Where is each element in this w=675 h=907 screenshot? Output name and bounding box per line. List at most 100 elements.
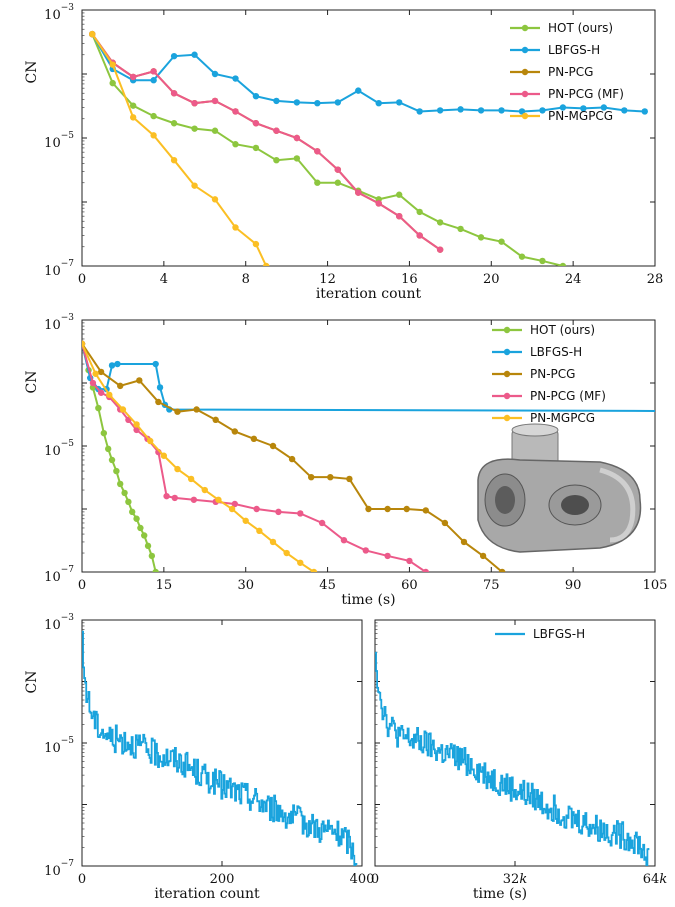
data-point-pn-mgpcg	[297, 559, 304, 566]
data-point-pn-mgpcg	[228, 505, 236, 513]
data-point-pn-pcg	[193, 406, 200, 413]
data-point-hot-ours	[100, 429, 108, 437]
data-point-pn-pcg	[231, 428, 238, 435]
data-point-hot-ours	[125, 498, 132, 506]
data-point-lbfgs-h	[518, 108, 526, 115]
data-point-pn-mgpcg	[215, 496, 222, 503]
data-point-pn-mgpcg	[92, 370, 99, 377]
data-point-pn-mgpcg	[211, 196, 219, 203]
x-tick-label: 0	[78, 872, 86, 887]
x-tick-label: 15	[156, 578, 173, 593]
y-tick-label: 10−3	[44, 613, 74, 633]
x-axis-label: iteration count	[154, 886, 260, 902]
legend-entry: PN-PCG	[530, 367, 575, 381]
data-point-hot-ours	[133, 515, 140, 522]
data-point-hot-ours	[148, 552, 156, 560]
data-point-lbfgs-h	[211, 70, 219, 78]
x-tick-label: 0	[78, 578, 86, 593]
legend-entry: HOT (ours)	[530, 323, 595, 337]
data-point-lbfgs-h	[375, 99, 382, 107]
y-tick-label: 10−7	[44, 565, 74, 585]
data-point-lbfgs-h	[293, 99, 301, 106]
y-tick-label: 10−5	[44, 736, 74, 756]
data-point-pn-pcg-mf	[170, 90, 178, 97]
data-point-hot-ours	[108, 456, 116, 464]
data-point-hot-ours	[498, 238, 505, 245]
legend-entry: LBFGS-H	[548, 43, 600, 57]
data-point-pn-mgpcg	[310, 568, 318, 572]
legend-marker	[503, 348, 511, 356]
data-point-lbfgs-h	[457, 106, 464, 113]
data-point-pn-pcg-mf	[89, 379, 97, 387]
y-axis-label: CN	[24, 671, 40, 694]
data-point-pn-mgpcg	[242, 517, 249, 524]
data-point-lbfgs-h	[416, 108, 423, 115]
data-point-hot-ours	[539, 257, 546, 265]
data-point-hot-ours	[334, 179, 342, 186]
chart-lbfgs-iteration: 10−3 10−5 10−7 CN 0 200 400 iteration count	[24, 613, 374, 902]
data-point-hot-ours	[457, 225, 464, 233]
data-point-lbfgs-h	[150, 77, 157, 84]
data-point-hot-ours	[121, 489, 128, 497]
data-point-hot-ours	[129, 102, 137, 109]
legend-marker	[521, 90, 529, 98]
data-point-pn-pcg	[499, 568, 506, 572]
data-point-lbfgs-h	[334, 99, 342, 106]
data-point-hot-ours	[436, 219, 444, 226]
chart-cn-vs-time: 10−3 10−5 10−7 CN 0 15 30 45 60 75 90 105 time (s) HO…	[24, 313, 667, 608]
data-point-lbfgs-h	[559, 104, 567, 111]
data-point-pn-pcg-mf	[362, 547, 369, 554]
chart-lbfgs-time: 0 32k 64k time (s) LBFGS-H	[371, 619, 668, 902]
legend-entry: PN-PCG (MF)	[548, 87, 624, 101]
data-point-pn-mgpcg	[170, 156, 178, 164]
data-point-hot-ours	[109, 79, 116, 87]
data-point-pn-pcg	[155, 398, 162, 406]
x-tick-label: 0	[78, 272, 86, 287]
data-point-pn-pcg	[346, 475, 353, 483]
legend-marker	[503, 414, 511, 422]
x-tick-label: 200	[210, 872, 235, 887]
data-point-hot-ours	[211, 127, 219, 134]
data-point-pn-pcg-mf	[129, 73, 137, 81]
data-point-pn-pcg-mf	[406, 557, 413, 565]
data-point-pn-pcg	[327, 473, 334, 481]
data-point-pn-pcg	[136, 377, 143, 384]
data-point-pn-pcg	[403, 505, 410, 513]
legend-entry: HOT (ours)	[548, 21, 613, 35]
data-point-pn-mgpcg	[174, 465, 181, 473]
x-tick-label: 4	[160, 272, 168, 287]
x-axis-label: time (s)	[341, 592, 395, 608]
data-point-pn-pcg	[97, 368, 105, 376]
legend-marker	[521, 68, 529, 76]
data-point-pn-pcg	[288, 455, 296, 463]
series-line-hot-ours	[91, 33, 564, 266]
data-point-lbfgs-h	[539, 107, 546, 114]
legend-entry: PN-MGPCG	[548, 109, 613, 123]
data-point-hot-ours	[144, 542, 152, 550]
data-point-pn-mgpcg	[133, 421, 140, 428]
data-point-pn-pcg	[174, 408, 181, 415]
data-point-lbfgs-h	[355, 87, 362, 94]
series-line-lbfgs-h	[375, 651, 650, 866]
data-point-pn-pcg-mf	[133, 426, 140, 434]
legend-marker	[521, 112, 529, 120]
data-point-pn-pcg-mf	[191, 99, 198, 107]
data-point-pn-pcg-mf	[231, 500, 238, 508]
x-axis-label: time (s)	[473, 886, 527, 902]
data-point-pn-pcg	[365, 505, 372, 513]
data-point-pn-pcg-mf	[416, 232, 423, 239]
y-tick-label: 10−3	[44, 313, 74, 333]
data-point-pn-pcg	[441, 519, 449, 527]
data-point-pn-mgpcg	[201, 486, 208, 494]
data-point-lbfgs-h	[114, 360, 121, 368]
data-point-pn-mgpcg	[283, 549, 290, 557]
data-point-hot-ours	[141, 532, 148, 539]
data-point-hot-ours	[232, 141, 239, 148]
data-point-lbfgs-h	[436, 107, 444, 114]
data-point-lbfgs-h	[152, 360, 159, 368]
y-tick-label: 10−7	[44, 859, 74, 879]
data-point-pn-pcg	[250, 435, 258, 443]
data-point-hot-ours	[559, 262, 567, 266]
data-point-hot-ours	[104, 445, 112, 453]
x-tick-label: 64k	[643, 872, 668, 887]
